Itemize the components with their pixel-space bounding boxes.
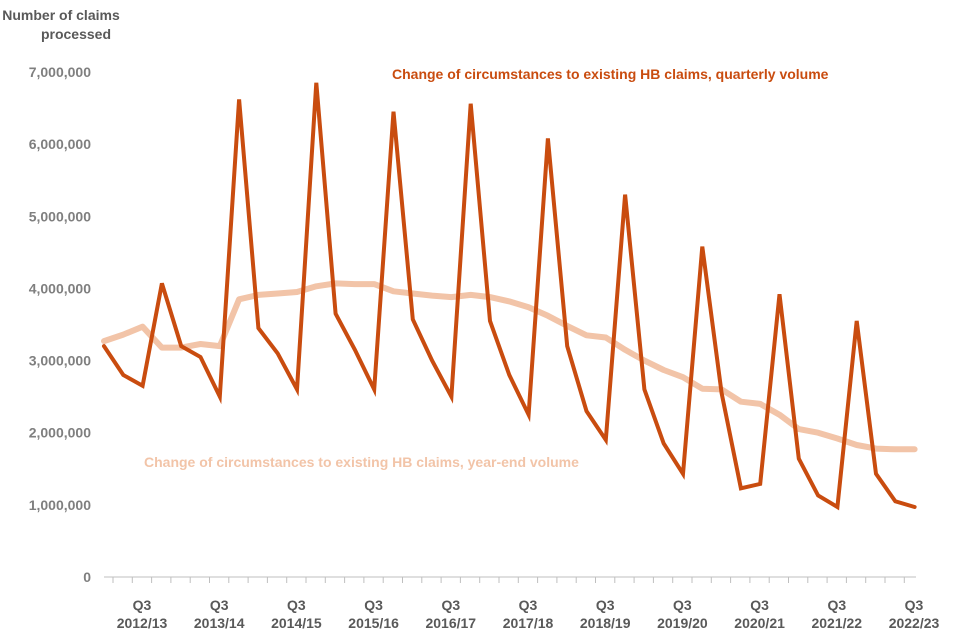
- x-tick-quarter-label: Q3: [287, 597, 306, 613]
- x-tick-year-label: 2020/21: [734, 615, 785, 631]
- x-tick-quarter-label: Q3: [750, 597, 769, 613]
- x-tick-quarter-label: Q3: [905, 597, 924, 613]
- x-tick-quarter-label: Q3: [519, 597, 538, 613]
- legend-yearly: Change of circumstances to existing HB c…: [144, 454, 579, 470]
- y-tick-label: 5,000,000: [29, 208, 91, 224]
- x-tick-quarter-label: Q3: [673, 597, 692, 613]
- x-tick-year-label: 2022/23: [889, 615, 940, 631]
- x-axis-ticks: [112, 577, 905, 583]
- y-axis-title-line2: processed: [41, 26, 111, 42]
- legend-quarterly: Change of circumstances to existing HB c…: [392, 66, 829, 82]
- y-tick-label: 3,000,000: [29, 353, 91, 369]
- x-tick-year-label: 2016/17: [425, 615, 476, 631]
- x-tick-year-label: 2017/18: [503, 615, 554, 631]
- y-tick-label: 2,000,000: [29, 425, 91, 441]
- x-axis-labels: Q3 2012/13 Q3 2013/14 Q3 2014/15 Q3 2015/16 Q3 20…: [117, 597, 940, 631]
- series-quarterly-line: [102, 82, 917, 511]
- x-tick-quarter-label: Q3: [210, 597, 229, 613]
- x-tick-year-label: 2018/19: [580, 615, 631, 631]
- y-tick-label: 7,000,000: [29, 64, 91, 80]
- x-tick-year-label: 2021/22: [811, 615, 862, 631]
- x-tick-year-label: 2019/20: [657, 615, 708, 631]
- x-tick-year-label: 2012/13: [117, 615, 168, 631]
- y-tick-label: 1,000,000: [29, 497, 91, 513]
- x-tick-quarter-label: Q3: [133, 597, 152, 613]
- x-tick-year-label: 2013/14: [194, 615, 245, 631]
- x-tick-quarter-label: Q3: [596, 597, 615, 613]
- series-yearly-line: [101, 280, 918, 453]
- x-tick-quarter-label: Q3: [441, 597, 460, 613]
- y-tick-label: 0: [83, 569, 91, 585]
- x-tick-year-label: 2015/16: [348, 615, 399, 631]
- y-tick-label: 6,000,000: [29, 136, 91, 152]
- x-tick-quarter-label: Q3: [364, 597, 383, 613]
- x-tick-year-label: 2014/15: [271, 615, 322, 631]
- y-tick-label: 4,000,000: [29, 280, 91, 296]
- y-axis-title-line1: Number of claims: [2, 7, 120, 23]
- x-tick-quarter-label: Q3: [827, 597, 846, 613]
- y-axis-labels: 0 1,000,000 2,000,000 3,000,000 4,000,000 5,0…: [29, 64, 92, 585]
